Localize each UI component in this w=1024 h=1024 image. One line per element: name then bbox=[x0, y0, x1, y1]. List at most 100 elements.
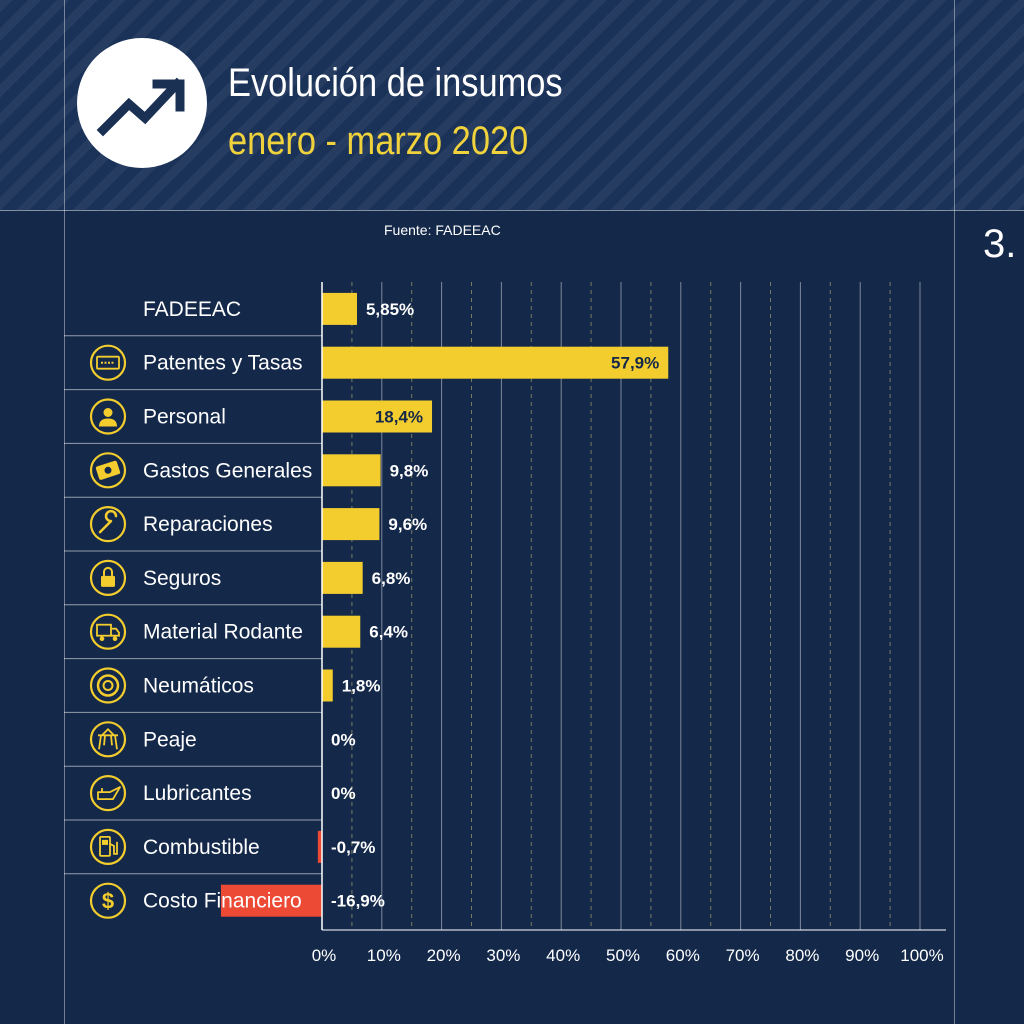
category-label: Gastos Generales bbox=[143, 459, 312, 482]
category-label: Costo Financiero bbox=[143, 890, 302, 913]
header-banner bbox=[0, 0, 1024, 211]
page-number: 3. bbox=[983, 222, 1017, 266]
icon-part bbox=[101, 728, 115, 736]
x-tick-label: 90% bbox=[845, 946, 879, 965]
bar bbox=[322, 346, 669, 379]
chart-row: Material Rodante 6,4% bbox=[89, 613, 408, 650]
bar bbox=[322, 400, 433, 433]
icon-part bbox=[103, 408, 113, 417]
icon-part bbox=[96, 623, 112, 637]
icon-part bbox=[102, 680, 114, 691]
chart-row: Peaje 0% bbox=[89, 721, 356, 758]
value-label: 9,8% bbox=[390, 461, 429, 480]
icon-ring bbox=[89, 774, 127, 812]
page-title: Evolución de insumos bbox=[228, 61, 563, 105]
category-label: Lubricantes bbox=[143, 782, 252, 805]
chart-row: Patentes y Tasas 57,9% bbox=[89, 344, 669, 381]
icon-part bbox=[102, 839, 108, 845]
source-note: Fuente: FADEEAC bbox=[384, 222, 501, 238]
x-tick-label: 20% bbox=[427, 946, 461, 965]
icon-ring bbox=[89, 505, 127, 543]
x-tick-label: 60% bbox=[666, 946, 700, 965]
x-tick-label: 80% bbox=[785, 946, 819, 965]
icon-part bbox=[103, 566, 113, 576]
oil-can-icon bbox=[89, 774, 127, 812]
frame-line-right bbox=[954, 0, 955, 1024]
icon-part bbox=[99, 418, 117, 427]
icon-part bbox=[112, 636, 118, 641]
icon-part bbox=[101, 575, 115, 587]
value-label: 1,8% bbox=[342, 677, 381, 696]
frame-line-left bbox=[64, 0, 65, 1024]
icon-ring bbox=[89, 344, 127, 381]
bar bbox=[322, 615, 361, 648]
chart-row: Neumáticos 1,8% bbox=[89, 667, 381, 704]
value-label: 5,85% bbox=[366, 300, 414, 319]
chart-row: $ Costo Financiero -16,9% bbox=[89, 882, 385, 919]
value-label: 6,8% bbox=[372, 569, 411, 588]
license-plate-icon bbox=[89, 344, 127, 381]
lock-icon bbox=[89, 559, 127, 597]
x-tick-label: 40% bbox=[546, 946, 580, 965]
icon-ring bbox=[89, 398, 127, 435]
icon-part bbox=[98, 509, 118, 534]
wrench-icon bbox=[89, 505, 127, 543]
chart-row: Reparaciones 9,6% bbox=[89, 505, 427, 543]
chart-row: Combustible -0,7% bbox=[89, 828, 375, 866]
truck-icon bbox=[89, 613, 127, 650]
chart-row: Seguros 6,8% bbox=[89, 559, 411, 597]
x-tick-label: 30% bbox=[486, 946, 520, 965]
icon-part bbox=[96, 674, 120, 697]
icon-part bbox=[98, 734, 118, 750]
icon-ring bbox=[89, 882, 127, 919]
category-label: Peaje bbox=[143, 728, 197, 751]
bar bbox=[322, 454, 381, 487]
category-label: Neumáticos bbox=[143, 675, 254, 698]
dollar-icon: $ bbox=[89, 882, 127, 919]
bar bbox=[220, 884, 322, 917]
value-label: 0% bbox=[331, 730, 356, 749]
icon-ring bbox=[89, 452, 127, 489]
money-icon bbox=[89, 452, 127, 489]
icon-ring bbox=[89, 721, 127, 758]
icon-part bbox=[111, 627, 120, 637]
icon-part: $ bbox=[102, 889, 114, 914]
person-icon bbox=[89, 398, 127, 435]
icon-part bbox=[96, 355, 120, 370]
x-tick-label: 0% bbox=[312, 946, 337, 965]
x-tick-label: 10% bbox=[367, 946, 401, 965]
category-label: FADEEAC bbox=[143, 298, 241, 321]
bar bbox=[322, 508, 380, 541]
value-label: -0,7% bbox=[331, 838, 375, 857]
logo-circle bbox=[77, 38, 207, 168]
value-label: 0% bbox=[331, 784, 356, 803]
icon-ring bbox=[89, 613, 127, 650]
category-label: Personal bbox=[143, 406, 226, 429]
icon-part bbox=[99, 836, 111, 857]
icon-part bbox=[99, 636, 105, 641]
category-label: Reparaciones bbox=[143, 513, 273, 536]
value-label: 18,4% bbox=[375, 408, 423, 427]
value-label: -16,9% bbox=[331, 892, 385, 911]
chart-row: FADEEAC 5,85% bbox=[143, 292, 414, 325]
x-tick-label: 100% bbox=[900, 946, 943, 965]
bar bbox=[317, 830, 322, 863]
icon-part bbox=[97, 786, 121, 800]
bar bbox=[322, 669, 333, 702]
toll-icon bbox=[89, 721, 127, 758]
chart-row: Lubricantes 0% bbox=[89, 774, 356, 812]
icon-part bbox=[109, 841, 118, 855]
icon-ring bbox=[89, 667, 127, 704]
icon-ring bbox=[89, 828, 127, 866]
bar bbox=[322, 292, 357, 325]
category-label: Combustible bbox=[143, 836, 260, 859]
category-label: Seguros bbox=[143, 567, 221, 590]
chart-row: Personal 18,4% bbox=[89, 398, 433, 435]
x-tick-label: 50% bbox=[606, 946, 640, 965]
chart-row: Gastos Generales 9,8% bbox=[89, 452, 429, 489]
category-label: Material Rodante bbox=[143, 621, 303, 644]
page-subtitle: enero - marzo 2020 bbox=[228, 119, 529, 163]
icon-part bbox=[104, 466, 112, 474]
value-label: 6,4% bbox=[369, 623, 408, 642]
